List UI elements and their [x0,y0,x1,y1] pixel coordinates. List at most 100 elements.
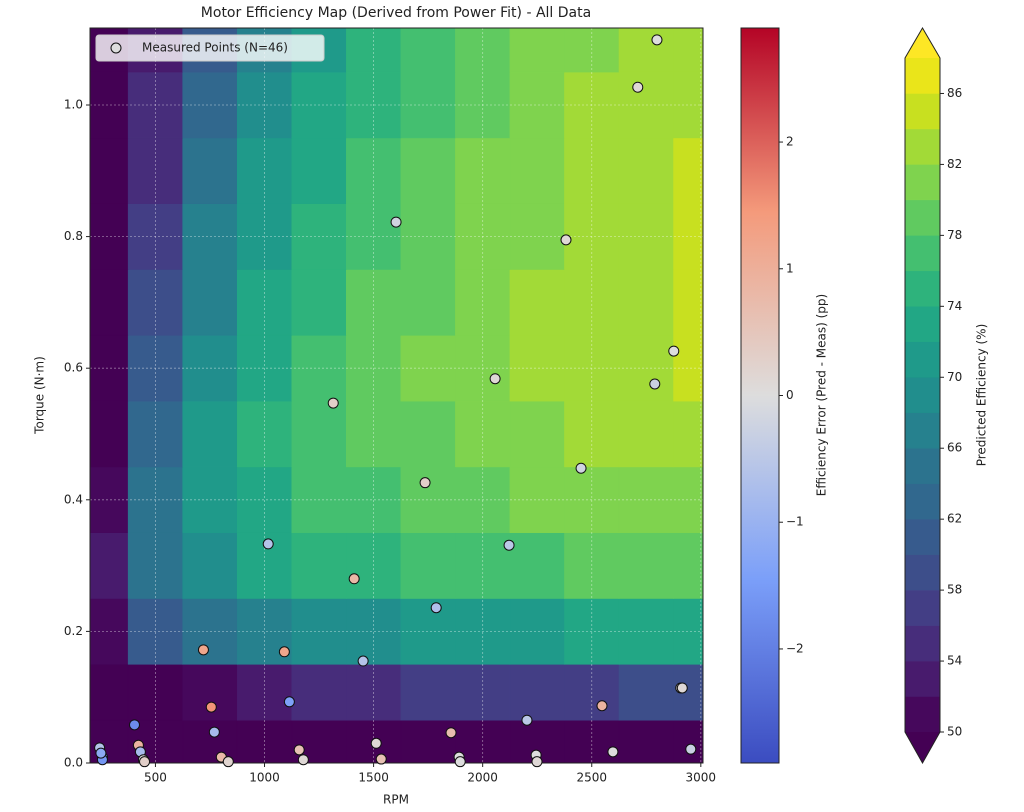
measured-point [521,714,533,726]
colorbar-tick-label: 66 [947,441,962,455]
contour-cell [455,137,511,204]
measured-point [390,216,402,228]
efficiency-colorbar-label: Predicted Efficiency (%) [975,324,989,467]
measured-point [208,726,220,738]
colorbar-band [904,164,941,201]
contour-cell [564,532,620,599]
contour-cell [618,663,674,721]
colorbar-band [904,518,941,555]
contour-cell [618,334,674,402]
x-tick-label: 500 [144,771,167,785]
colorbar-tick-label: 62 [947,512,962,526]
contour-cell [509,269,565,336]
contour-cell [236,466,293,533]
contour-cell [673,269,703,336]
colorbar-tick-label: 82 [947,157,962,171]
measured-point [445,727,457,739]
error-colorbar [740,27,780,764]
contour-cell [455,334,511,402]
contour-cell [673,532,703,599]
colorbar-band [904,128,941,165]
contour-cell [564,269,620,336]
contour-cell [182,598,238,665]
contour-cell [400,598,456,665]
contour-cell [236,334,293,402]
error-colorbar-label: Efficiency Error (Pred - Meas) (pp) [815,294,829,496]
colorbar-tick-label: 58 [947,583,962,597]
colorbar-tick-label: −1 [786,515,804,529]
contour-cell [346,598,402,665]
measured-point [129,719,141,731]
chart-title: Motor Efficiency Map (Derived from Power… [201,5,591,21]
chart-layer: 500 1000 1500 2000 2500 30000.00.20.40.60.81.… [64,27,962,785]
contour-cell [455,663,511,721]
contour-cell [509,466,565,533]
contour-cell [673,719,703,763]
measured-point [297,754,309,766]
colorbar-band [904,554,941,591]
contour-cell [509,203,565,270]
contour-cell [455,28,511,73]
measured-point [419,477,431,489]
colorbar-tick-label: 74 [947,299,962,313]
contour-cell [291,71,347,139]
contour-cell [127,532,184,599]
contour-cell [127,137,184,204]
contour-cell [618,719,674,763]
measured-point [197,644,209,656]
plot-frame [89,27,704,764]
contour-cell [673,466,703,533]
measured-point [489,373,501,385]
contour-cell [400,719,456,763]
contour-cell [400,400,456,468]
contour-cell [455,598,511,665]
colorbar-band [904,589,941,626]
contour-cell [127,269,184,336]
contour-cell [291,466,347,533]
y-axis-label: Torque (N·m) [33,356,47,435]
measured-point [607,746,619,758]
contour-cell [618,400,674,468]
contour-cell [618,598,674,665]
measured-point [531,756,543,768]
measured-point [651,34,663,46]
contour-cell [618,137,674,204]
y-tick-label: 0.4 [64,492,83,506]
contour-cell [90,400,129,468]
contour-cell [90,598,129,665]
contour-cell [291,663,347,721]
contour-cell [673,28,703,73]
contour-cell [455,71,511,139]
contour-cell [400,466,456,533]
contour-cell [90,203,129,270]
contour-cell [564,719,620,763]
contour-cell [90,269,129,336]
contour-cell [127,663,184,721]
contour-cell [291,269,347,336]
contour-cell [90,532,129,599]
colorbar-band [904,377,941,413]
colorbar-band [904,57,941,94]
contour-cell [618,466,674,533]
contour-cell [346,269,402,336]
measured-point [503,539,515,551]
contour-cell [291,334,347,402]
contour-cell [509,71,565,139]
contour-cell [127,598,184,665]
contour-cell [564,400,620,468]
contour-cell [182,466,238,533]
contour-cell [291,137,347,204]
colorbar-band [904,660,941,697]
contour-cell [509,663,565,721]
contour-cell [564,71,620,139]
contour-cell [346,532,402,599]
contour-cell [509,400,565,468]
contour-cell [182,400,238,468]
contour-cell [509,598,565,665]
measured-point [222,756,234,768]
contour-cell [182,137,238,204]
legend-label: Measured Points (N=46) [142,41,288,55]
contour-cell [182,71,238,139]
contour-cell [400,269,456,336]
